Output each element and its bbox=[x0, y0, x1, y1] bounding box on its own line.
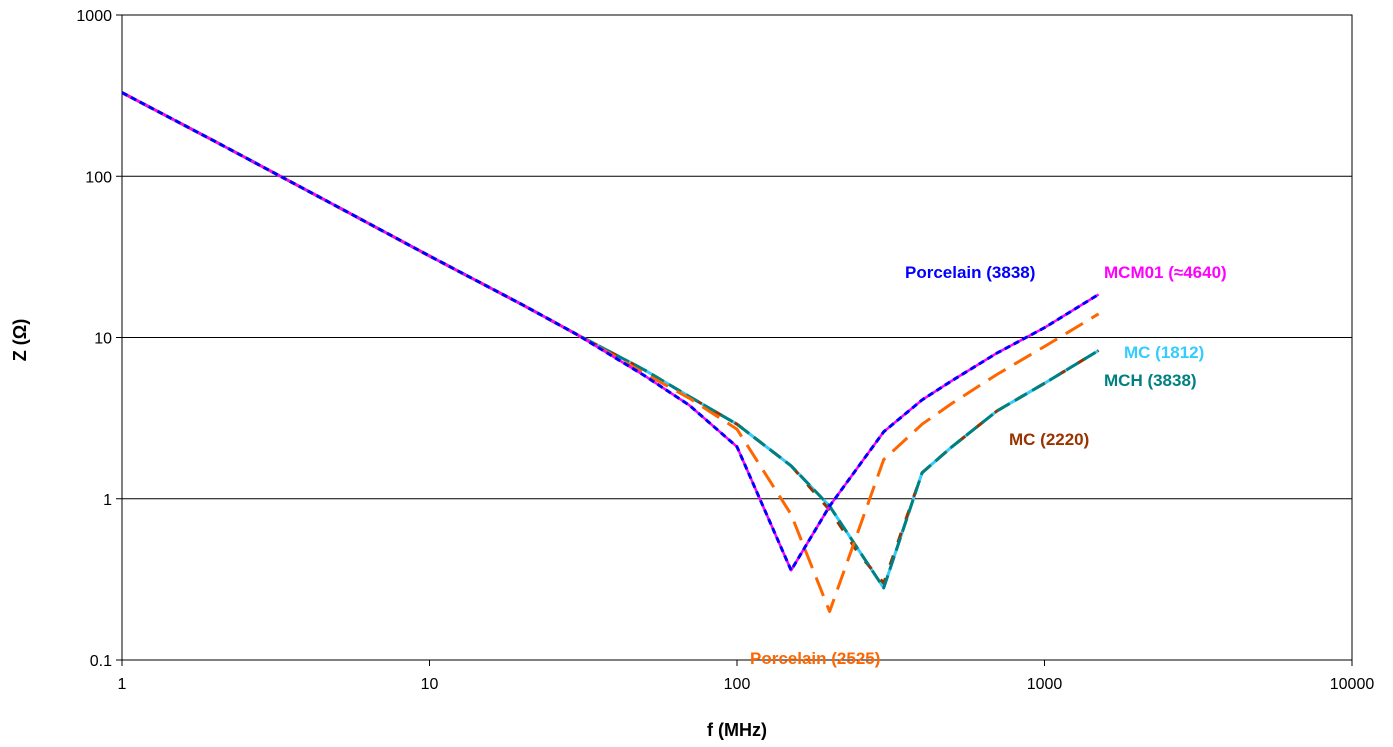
series-label-2: Porcelain (2525) bbox=[750, 649, 880, 668]
y-tick-label: 100 bbox=[85, 169, 112, 186]
y-tick-label: 1000 bbox=[76, 8, 112, 25]
x-tick-label: 10000 bbox=[1330, 676, 1375, 693]
x-tick-label: 10 bbox=[421, 676, 439, 693]
series-line-4 bbox=[121, 91, 1100, 590]
series-line-0 bbox=[121, 91, 1100, 572]
y-tick-label: 10 bbox=[94, 331, 112, 348]
series-label-3: MC (1812) bbox=[1124, 343, 1204, 362]
x-axis-title: f (MHz) bbox=[707, 720, 767, 740]
series-label-1: MCM01 (≈4640) bbox=[1104, 263, 1227, 282]
series-labels: Porcelain (3838) MCM01 (≈4640) Porcelain (… bbox=[750, 263, 1227, 668]
y-tick-label: 0.1 bbox=[90, 653, 112, 670]
grid-lines bbox=[122, 175, 1352, 500]
series-line-3 bbox=[121, 91, 1100, 590]
axis-ticks: 0.1 1 10 100 1000 1 10 100 1000 10000 bbox=[76, 8, 1374, 693]
series-label-0: Porcelain (3838) bbox=[905, 263, 1035, 282]
x-tick-label: 100 bbox=[724, 676, 751, 693]
series-lines bbox=[121, 91, 1100, 613]
series-label-5: MC (2220) bbox=[1009, 430, 1089, 449]
y-axis-title: Z (Ω) bbox=[10, 319, 30, 361]
y-tick-label: 1 bbox=[103, 492, 112, 509]
series-label-4: MCH (3838) bbox=[1104, 371, 1197, 390]
x-tick-label: 1000 bbox=[1027, 676, 1063, 693]
x-tick-label: 1 bbox=[118, 676, 127, 693]
